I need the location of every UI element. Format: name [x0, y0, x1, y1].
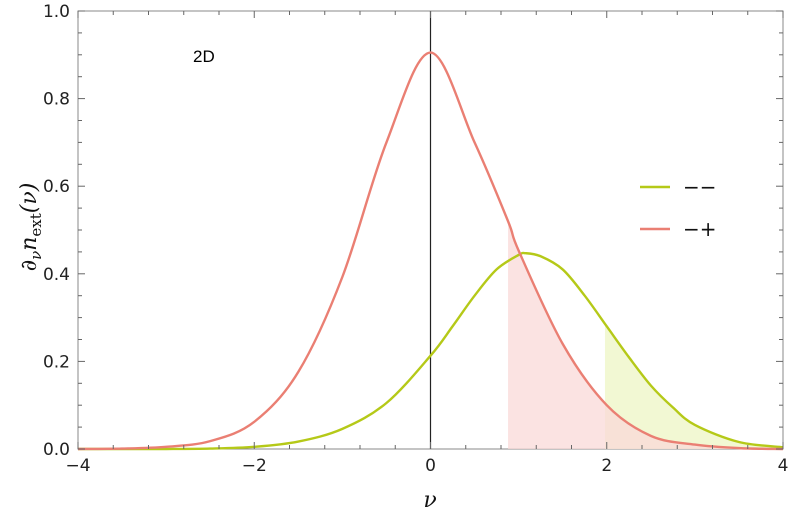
- y-axis-title-sub-ext: ext: [27, 213, 45, 236]
- legend-label-1: −−: [683, 175, 717, 199]
- y-tick-label: 0.8: [43, 90, 70, 110]
- x-tick-label: 4: [778, 456, 789, 476]
- x-tick-label: 2: [601, 456, 612, 476]
- y-tick-label: 0.4: [43, 265, 70, 285]
- annotation-2d: 2D: [193, 47, 215, 66]
- axis-ticks: [77, 10, 784, 450]
- y-tick-label: 1.0: [43, 2, 70, 22]
- y-axis-title-partial: ∂: [17, 260, 42, 271]
- x-tick-label: −4: [65, 456, 90, 476]
- x-axis-title: ν: [423, 488, 436, 513]
- legend-label-2: −+: [683, 217, 717, 241]
- y-tick-label: 0.0: [43, 440, 70, 460]
- y-axis-title-tail: (ν): [17, 183, 42, 214]
- series-line-1: [78, 251, 784, 451]
- y-tick-label: 0.2: [43, 352, 70, 372]
- tick-labels: −4 −2 0 2 4 0.0 0.2 0.4 0.6 0.8 1.0: [43, 2, 788, 476]
- x-tick-label: 0: [425, 456, 436, 476]
- series-line-2: [77, 51, 784, 451]
- x-tick-label: −2: [242, 456, 267, 476]
- shaded-region-series-2: [508, 221, 783, 449]
- legend: −− −+: [640, 175, 717, 241]
- y-axis-title-sub-nu: ν: [27, 251, 45, 260]
- y-axis-title-n: n: [17, 237, 42, 251]
- series-curves: [77, 51, 784, 451]
- shaded-region-series-1: [604, 323, 783, 449]
- y-tick-label: 0.6: [43, 177, 70, 197]
- y-axis-title: ∂νnext(ν): [17, 183, 45, 272]
- shaded-regions: [508, 221, 783, 449]
